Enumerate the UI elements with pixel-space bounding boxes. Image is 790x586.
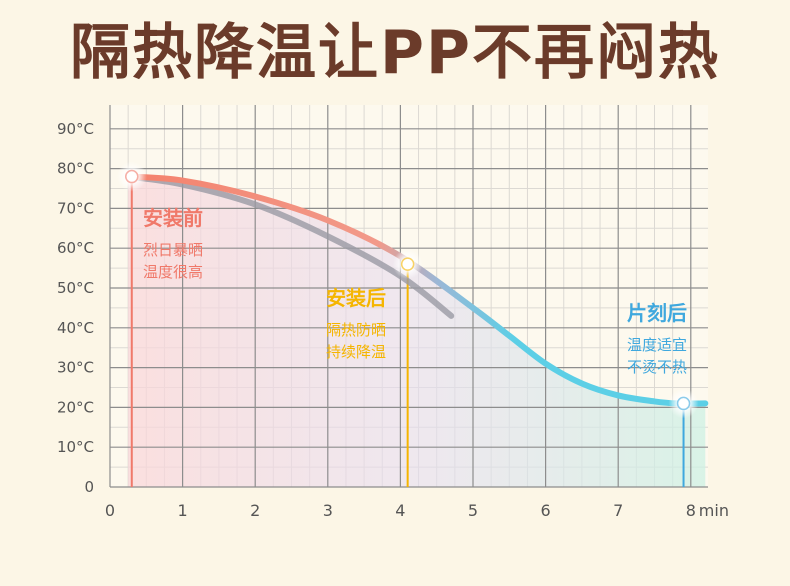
marker-desc: 持续降温 (326, 343, 386, 361)
marker-desc: 烈日暴晒 (143, 241, 203, 259)
x-tick-label: 3 (323, 501, 333, 520)
y-tick-label: 40°C (57, 319, 94, 337)
x-tick-label: 1 (178, 501, 188, 520)
area-fill (128, 176, 706, 487)
marker-desc: 温度适宜 (627, 336, 687, 354)
y-tick-label: 80°C (57, 160, 94, 178)
x-unit-label: min (699, 501, 729, 520)
y-tick-label: 50°C (57, 279, 94, 297)
marker-desc: 不烫不热 (627, 358, 687, 376)
y-tick-label: 70°C (57, 199, 94, 217)
marker-desc: 温度很高 (143, 263, 203, 281)
series-line-before (125, 173, 455, 319)
marker-heading: 安装前 (143, 206, 203, 230)
x-tick-label: 0 (105, 501, 115, 520)
marker-heading: 安装后 (326, 286, 386, 310)
marker-point (676, 396, 691, 411)
y-tick-label: 20°C (57, 398, 94, 416)
marker-point (400, 257, 415, 271)
y-tick-label: 90°C (57, 120, 94, 138)
marker-point (125, 169, 139, 184)
x-tick-label: 8 (686, 501, 696, 520)
marker-heading: 片刻后 (627, 301, 687, 325)
marker-desc: 隔热防晒 (326, 321, 386, 339)
series-line-main (125, 173, 709, 407)
y-tick-label: 30°C (57, 359, 94, 377)
x-tick-label: 5 (468, 501, 478, 520)
x-tick-label: 2 (250, 501, 260, 520)
x-tick-label: 7 (613, 501, 623, 520)
y-tick-label: 60°C (57, 239, 94, 257)
y-tick-label: 10°C (57, 438, 94, 456)
y-tick-label: 0 (84, 478, 94, 496)
x-tick-label: 6 (541, 501, 551, 520)
x-tick-label: 4 (395, 501, 405, 520)
page-title: 隔热降温让PP不再闷热 (70, 18, 720, 88)
